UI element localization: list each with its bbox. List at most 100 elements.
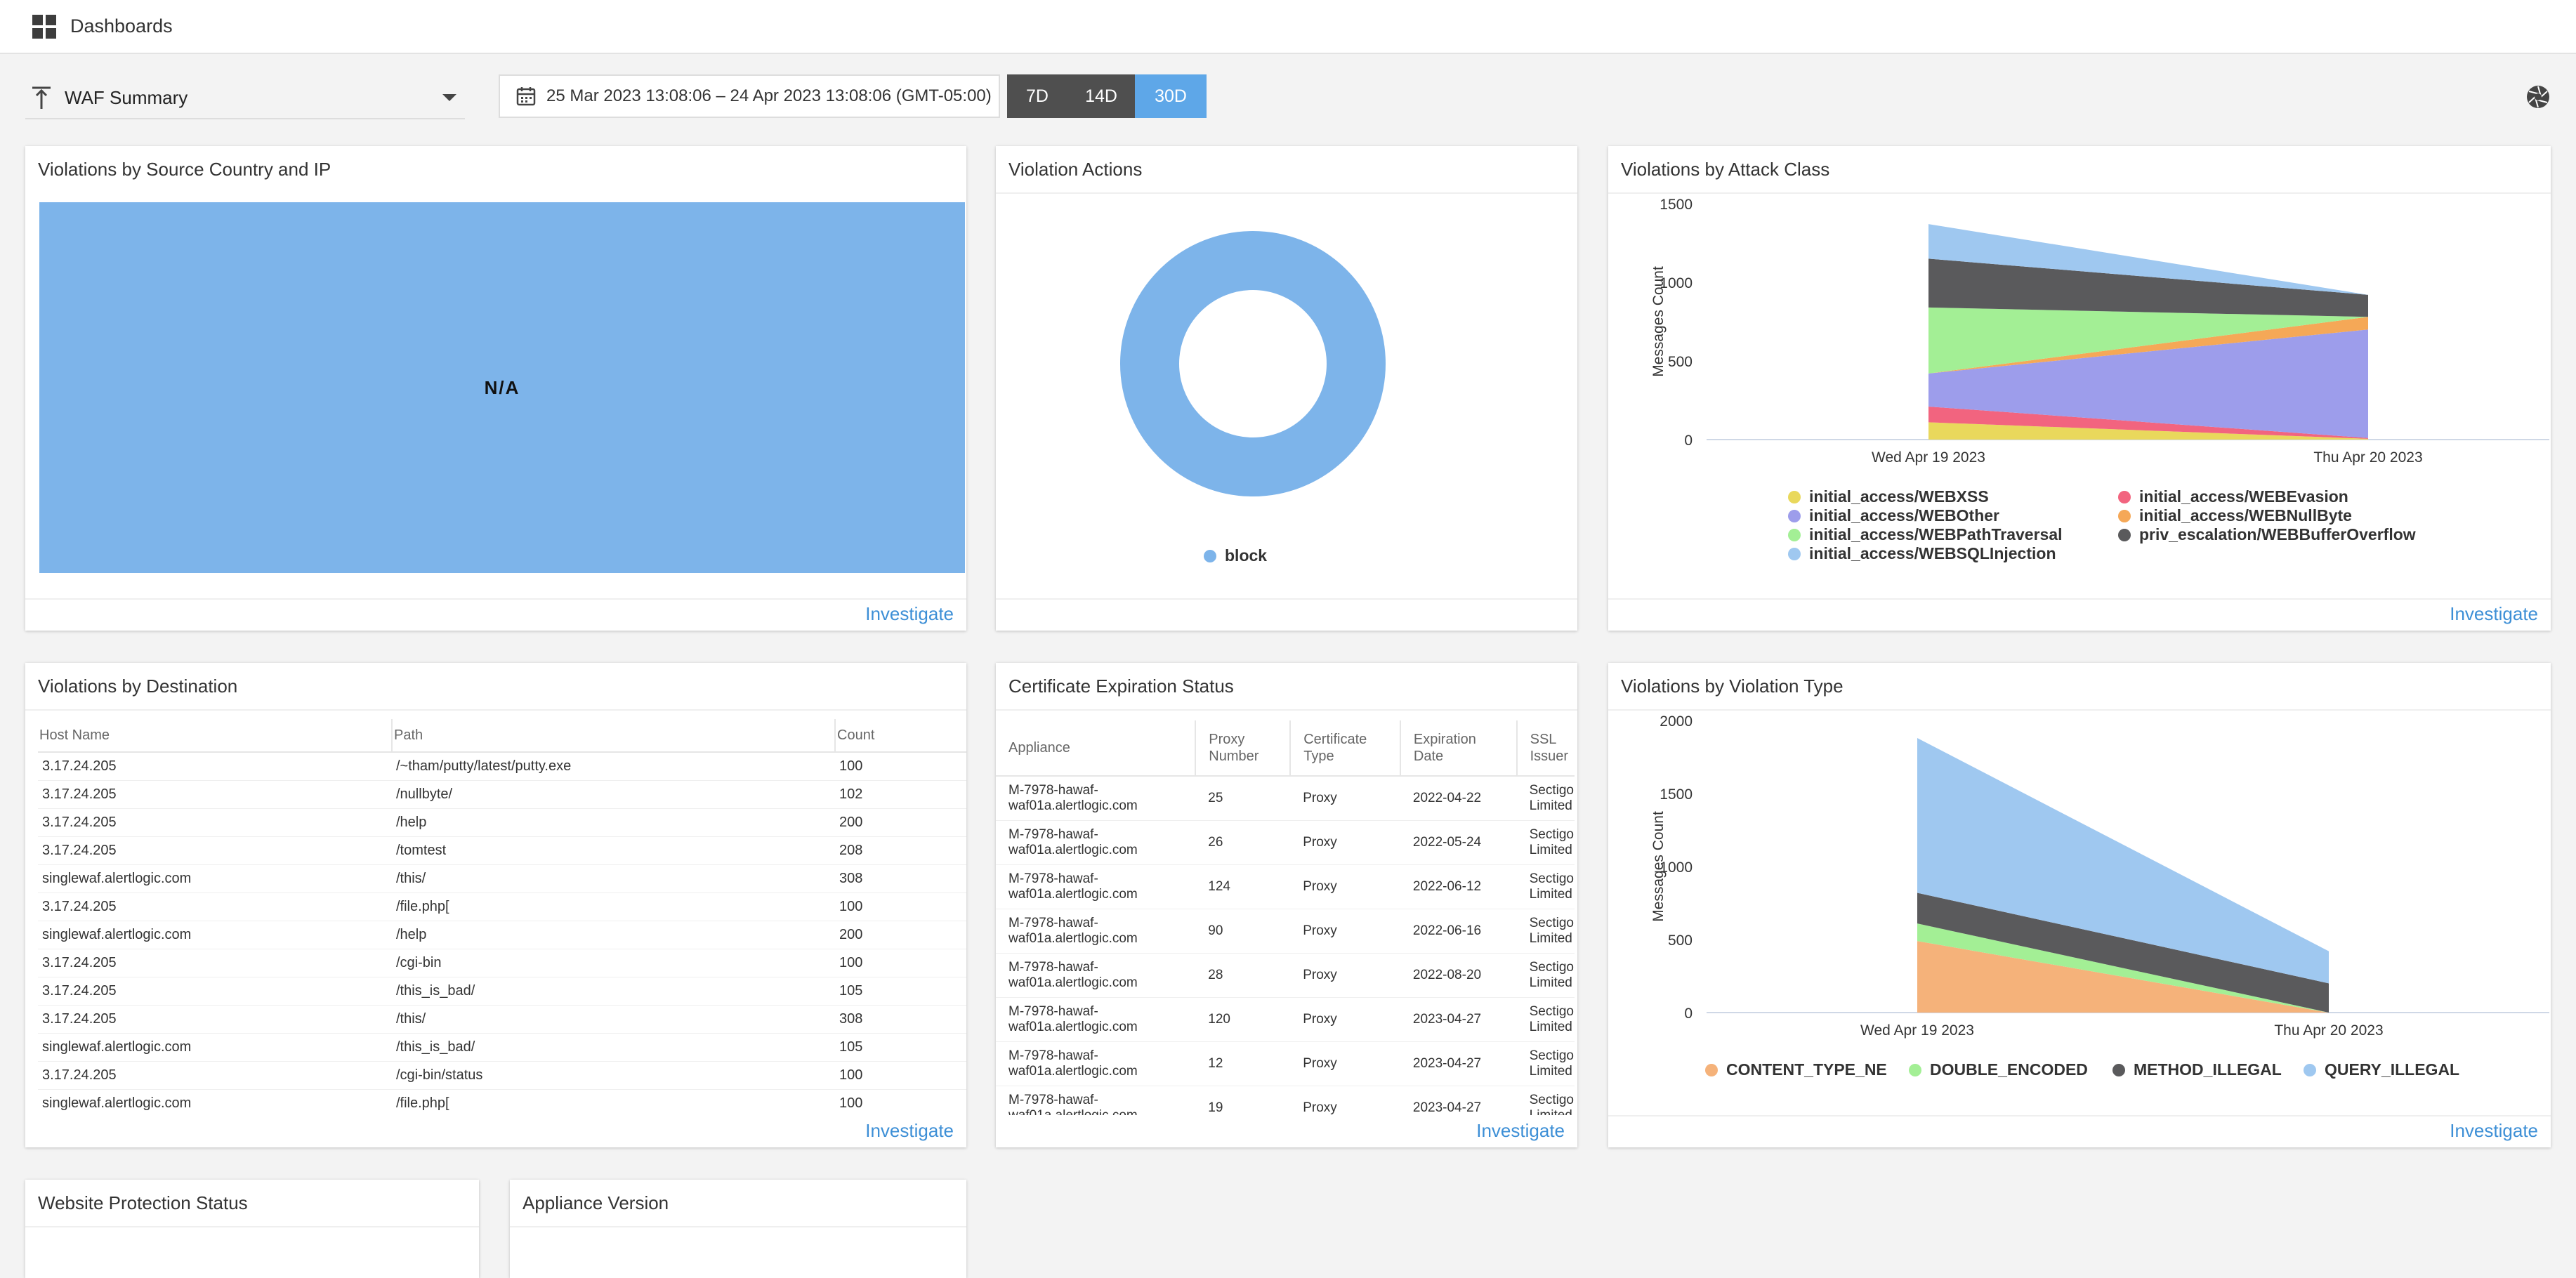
legend-item-initial-access-webpathtraversal[interactable]: initial_access/WEBPathTraversal bbox=[1788, 525, 2063, 544]
legend-item-initial-access-webother[interactable]: initial_access/WEBOther bbox=[1788, 506, 1999, 525]
column-header-line: Issuer bbox=[1530, 749, 1569, 764]
table-row[interactable]: 3.17.24.205/file.php[100 bbox=[38, 892, 966, 921]
column-header-line: Date bbox=[1413, 749, 1444, 764]
divider bbox=[996, 598, 1577, 600]
table-row[interactable]: 3.17.24.205/tomtest 208 bbox=[38, 836, 966, 865]
card-violation-actions: Violation Actions block bbox=[996, 146, 1577, 631]
table-row[interactable]: 3.17.24.205/help 200 bbox=[38, 808, 966, 837]
table-row[interactable]: singlewaf.alertlogic.com/this/308 bbox=[38, 864, 966, 893]
certificate-table-viewport[interactable]: Appliance Proxy Number Certificate Type Expir… bbox=[996, 663, 1577, 1115]
count-cell: 200 bbox=[835, 921, 966, 949]
column-header-appliance[interactable]: Appliance bbox=[996, 720, 1197, 777]
divider bbox=[996, 709, 1577, 711]
table-row[interactable]: M-7978-hawaf-waf01a.alertlogic.com 90 Prox… bbox=[996, 909, 1575, 954]
dashboard-toolbar: WAF Summary 25 Mar 2023 13:08:06 – 24 Ap… bbox=[0, 70, 2576, 126]
legend-dot bbox=[1909, 1063, 1921, 1076]
y-axis-label: Messages Count bbox=[1650, 811, 1667, 922]
column-header-proxy-number[interactable]: Proxy Number bbox=[1195, 720, 1292, 777]
investigate-link[interactable]: Investigate bbox=[865, 1120, 954, 1141]
area-initial-access-webevasion[interactable] bbox=[1928, 406, 2368, 439]
table-row[interactable]: 3.17.24.205/cgi-bin/status 100 bbox=[38, 1061, 966, 1090]
count-cell: 308 bbox=[835, 864, 966, 893]
card-title: Appliance Version bbox=[523, 1192, 669, 1213]
table-row[interactable]: M-7978-hawaf-waf01a.alertlogic.com 12 Prox… bbox=[996, 1041, 1575, 1086]
legend-item-method-illegal[interactable]: METHOD_ILLEGAL bbox=[2112, 1060, 2282, 1079]
host-cell: 3.17.24.205 bbox=[38, 1005, 392, 1034]
date-range-picker[interactable]: 25 Mar 2023 13:08:06 – 24 Apr 2023 13:08… bbox=[499, 74, 1000, 118]
column-header-path[interactable]: Path bbox=[392, 719, 836, 753]
cell-line: 26 bbox=[1208, 835, 1223, 850]
path-cell: /cgi-bin bbox=[392, 949, 835, 977]
area-method-illegal[interactable] bbox=[1917, 892, 2329, 1013]
area-priv-escalation-webbufferoverflow[interactable] bbox=[1928, 258, 2368, 317]
table-row[interactable]: 3.17.24.205/cgi-bin 100 bbox=[38, 949, 966, 977]
column-header-certificate-type[interactable]: Certificate Type bbox=[1290, 720, 1401, 777]
area-initial-access-websqlinjection[interactable] bbox=[1928, 224, 2368, 295]
destination-table-viewport[interactable]: Host Name Path Count 3.17.24.205/~tham/p… bbox=[25, 663, 966, 1115]
dashboard-select[interactable]: WAF Summary bbox=[25, 77, 465, 119]
table-row[interactable]: M-7978-hawaf-waf01a.alertlogic.com 28 Prox… bbox=[996, 953, 1575, 998]
area-query-illegal[interactable] bbox=[1917, 737, 2329, 984]
legend-item-query-illegal[interactable]: QUERY_ILLEGAL bbox=[2304, 1060, 2459, 1079]
table-row[interactable]: singlewaf.alertlogic.com/file.php[100 bbox=[38, 1089, 966, 1115]
host-cell: 3.17.24.205 bbox=[38, 836, 392, 865]
cell-line: waf01a.alertlogic.com bbox=[1008, 975, 1138, 990]
proxy-number-cell: 12 bbox=[1195, 1041, 1291, 1086]
table-row[interactable]: M-7978-hawaf-waf01a.alertlogic.com 120 Pro… bbox=[996, 997, 1575, 1042]
period-7d-button[interactable]: 7D bbox=[1007, 74, 1067, 118]
cell-line: Sectigo bbox=[1529, 916, 1574, 930]
cell-line: 28 bbox=[1208, 968, 1223, 982]
divider bbox=[1608, 192, 2551, 194]
card-title: Violations by Source Country and IP bbox=[38, 159, 331, 180]
legend-item-initial-access-webnullbyte[interactable]: initial_access/WEBNullByte bbox=[2118, 506, 2352, 525]
area-content-type-ne[interactable] bbox=[1917, 941, 2329, 1013]
table-row[interactable]: 3.17.24.205/~tham/putty/latest/putty.exe… bbox=[38, 752, 966, 781]
y-tick-label: 0 bbox=[1684, 1006, 1693, 1022]
table-row[interactable]: 3.17.24.205/this/308 bbox=[38, 1005, 966, 1034]
path-cell: /file.php[ bbox=[392, 892, 835, 921]
table-row[interactable]: 3.17.24.205/nullbyte/102 bbox=[38, 780, 966, 809]
column-header-host[interactable]: Host Name bbox=[38, 719, 393, 753]
investigate-link[interactable]: Investigate bbox=[2450, 1120, 2538, 1141]
path-cell: /cgi-bin/status bbox=[392, 1061, 835, 1090]
cell-line: M-7978-hawaf- bbox=[1008, 783, 1098, 798]
investigate-link[interactable]: Investigate bbox=[1476, 1120, 1565, 1141]
table-row[interactable]: 3.17.24.205/this_is_bad/105 bbox=[38, 977, 966, 1006]
period-14d-button[interactable]: 14D bbox=[1067, 74, 1135, 118]
host-cell: 3.17.24.205 bbox=[38, 808, 392, 837]
dashboard-grid-icon[interactable] bbox=[32, 14, 56, 39]
legend-item-double-encoded[interactable]: DOUBLE_ENCODED bbox=[1909, 1060, 2088, 1079]
table-row[interactable]: singlewaf.alertlogic.com/help 200 bbox=[38, 921, 966, 949]
investigate-link[interactable]: Investigate bbox=[865, 603, 954, 624]
table-row[interactable]: M-7978-hawaf-waf01a.alertlogic.com 19 Prox… bbox=[996, 1086, 1575, 1115]
column-header-ssl-issuer[interactable]: SSL Issuer bbox=[1516, 720, 1575, 777]
y-tick-label: 1000 bbox=[1660, 275, 1693, 291]
area-initial-access-webxss[interactable] bbox=[1928, 422, 2368, 440]
legend-item-priv-escalation-webbufferoverflow[interactable]: priv_escalation/WEBBufferOverflow bbox=[2118, 525, 2416, 544]
table-row[interactable]: M-7978-hawaf-waf01a.alertlogic.com 25 Prox… bbox=[996, 776, 1575, 821]
table-row[interactable]: M-7978-hawaf-waf01a.alertlogic.com 26 Prox… bbox=[996, 820, 1575, 865]
legend-item-initial-access-webevasion[interactable]: initial_access/WEBEvasion bbox=[2118, 487, 2348, 506]
column-header-expiration-date[interactable]: Expiration Date bbox=[1400, 720, 1518, 777]
card-appliance-version: Appliance Version bbox=[510, 1180, 966, 1278]
table-row[interactable]: singlewaf.alertlogic.com/this_is_bad/105 bbox=[38, 1033, 966, 1062]
table-row[interactable]: M-7978-hawaf-waf01a.alertlogic.com 124 Pro… bbox=[996, 864, 1575, 909]
host-cell: 3.17.24.205 bbox=[38, 892, 392, 921]
cell-line: Sectigo bbox=[1529, 960, 1574, 975]
column-header-count[interactable]: Count bbox=[835, 719, 966, 753]
proxy-number-cell: 124 bbox=[1195, 864, 1291, 909]
area-initial-access-webpathtraversal[interactable] bbox=[1928, 307, 2368, 374]
investigate-link[interactable]: Investigate bbox=[2450, 603, 2538, 624]
period-30d-button[interactable]: 30D bbox=[1135, 74, 1207, 118]
legend-item-block[interactable]: block bbox=[1204, 546, 1267, 565]
legend-item-initial-access-webxss[interactable]: initial_access/WEBXSS bbox=[1788, 487, 1989, 506]
legend-item-initial-access-websqlinjection[interactable]: initial_access/WEBSQLInjection bbox=[1788, 544, 2056, 563]
donut-slice-block[interactable] bbox=[1120, 231, 1386, 496]
aperture-icon[interactable] bbox=[2525, 84, 2551, 110]
area-initial-access-webother[interactable] bbox=[1928, 329, 2368, 438]
legend-item-content-type-ne[interactable]: CONTENT_TYPE_NE bbox=[1705, 1060, 1887, 1079]
path-cell: /this/ bbox=[392, 1005, 835, 1034]
